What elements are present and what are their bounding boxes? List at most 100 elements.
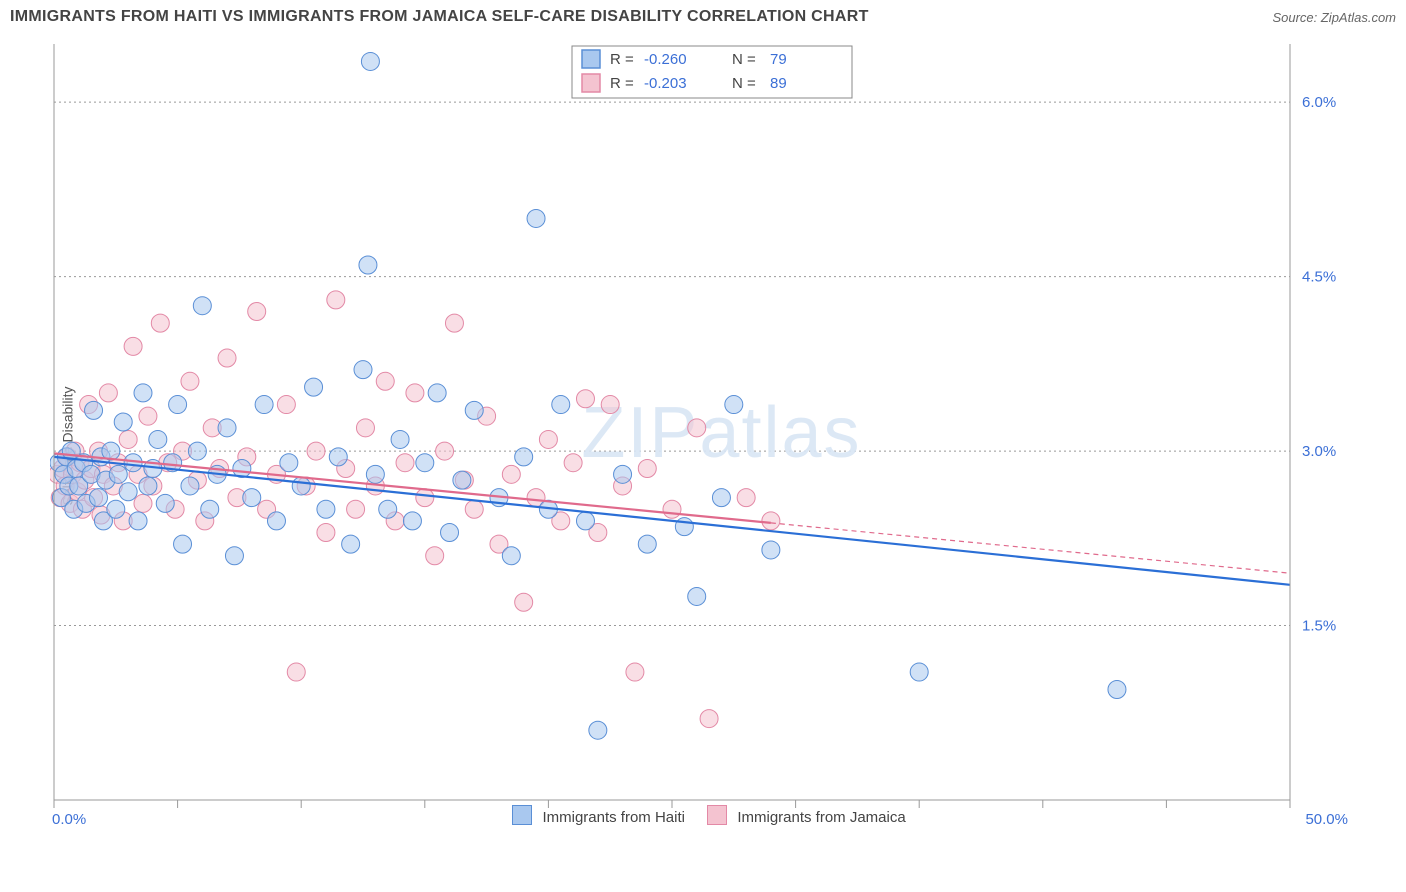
data-point	[453, 471, 471, 489]
data-point	[416, 489, 434, 507]
data-point	[552, 396, 570, 414]
data-point	[391, 430, 409, 448]
watermark: ZIPatlas	[581, 393, 861, 473]
data-point	[515, 593, 533, 611]
data-point	[688, 419, 706, 437]
data-point	[181, 477, 199, 495]
data-point	[277, 396, 295, 414]
data-point	[663, 500, 681, 518]
data-point	[287, 663, 305, 681]
data-point	[139, 407, 157, 425]
data-point	[329, 448, 347, 466]
stats-n-value: 79	[770, 51, 787, 68]
data-point	[181, 372, 199, 390]
data-point	[436, 442, 454, 460]
stats-n-label: N =	[732, 51, 756, 68]
data-point	[465, 500, 483, 518]
data-point	[243, 489, 261, 507]
data-point	[712, 489, 730, 507]
data-point	[441, 523, 459, 541]
source-label: Source: ZipAtlas.com	[1272, 10, 1396, 25]
data-point	[280, 454, 298, 472]
data-point	[109, 465, 127, 483]
data-point	[515, 448, 533, 466]
data-point	[119, 430, 137, 448]
stats-r-label: R =	[610, 51, 634, 68]
data-point	[527, 209, 545, 227]
data-point	[762, 512, 780, 530]
y-tick-label: 6.0%	[1302, 94, 1336, 111]
data-point	[426, 547, 444, 565]
data-point	[675, 518, 693, 536]
data-point	[317, 523, 335, 541]
plot-area: 1.5% 3.0% 4.5% 6.0% ZIPatlas R = -0.260 N = 79 R …	[50, 40, 1350, 830]
data-point	[327, 291, 345, 309]
y-tick-label: 4.5%	[1302, 269, 1336, 286]
data-point	[114, 413, 132, 431]
data-point	[151, 314, 169, 332]
data-point	[134, 494, 152, 512]
data-point	[156, 494, 174, 512]
data-point	[267, 512, 285, 530]
data-point	[576, 390, 594, 408]
data-point	[85, 401, 103, 419]
data-point	[725, 396, 743, 414]
stats-r-label: R =	[610, 75, 634, 92]
data-point	[342, 535, 360, 553]
regression-line	[54, 457, 1290, 585]
legend-label-haiti: Immigrants from Haiti	[542, 809, 685, 826]
data-point	[379, 500, 397, 518]
data-point	[614, 465, 632, 483]
data-point	[576, 512, 594, 530]
data-point	[700, 710, 718, 728]
data-point	[188, 442, 206, 460]
data-point	[107, 500, 125, 518]
data-point	[292, 477, 310, 495]
data-point	[354, 361, 372, 379]
data-point	[225, 547, 243, 565]
data-point	[564, 454, 582, 472]
data-point	[174, 535, 192, 553]
data-point	[376, 372, 394, 390]
data-point	[305, 378, 323, 396]
data-point	[589, 721, 607, 739]
data-point	[255, 396, 273, 414]
chart-svg: 1.5% 3.0% 4.5% 6.0% ZIPatlas R = -0.260 N = 79 R …	[50, 40, 1350, 830]
data-point	[359, 256, 377, 274]
chart-title: IMMIGRANTS FROM HAITI VS IMMIGRANTS FROM…	[10, 8, 869, 25]
stats-n-label: N =	[732, 75, 756, 92]
stats-swatch	[582, 74, 600, 92]
data-point	[638, 460, 656, 478]
data-point	[201, 500, 219, 518]
data-point	[502, 547, 520, 565]
data-point	[356, 419, 374, 437]
data-point	[416, 454, 434, 472]
regression-line-extension	[771, 523, 1290, 573]
data-point	[149, 430, 167, 448]
data-point	[406, 384, 424, 402]
data-point	[762, 541, 780, 559]
data-point	[347, 500, 365, 518]
data-point	[638, 535, 656, 553]
y-tick-label: 3.0%	[1302, 443, 1336, 460]
data-point	[307, 442, 325, 460]
data-point	[428, 384, 446, 402]
data-point	[139, 477, 157, 495]
data-point	[403, 512, 421, 530]
legend-swatch-haiti	[512, 805, 532, 825]
data-point	[688, 587, 706, 605]
data-point	[134, 384, 152, 402]
legend-label-jamaica: Immigrants from Jamaica	[737, 809, 905, 826]
data-point	[89, 489, 107, 507]
stats-r-value: -0.203	[644, 75, 687, 92]
data-point	[169, 396, 187, 414]
stats-swatch	[582, 50, 600, 68]
data-point	[218, 419, 236, 437]
data-point	[626, 663, 644, 681]
stats-r-value: -0.260	[644, 51, 687, 68]
y-tick-label: 1.5%	[1302, 618, 1336, 635]
stats-n-value: 89	[770, 75, 787, 92]
data-point	[1108, 681, 1126, 699]
data-point	[445, 314, 463, 332]
data-point	[539, 430, 557, 448]
